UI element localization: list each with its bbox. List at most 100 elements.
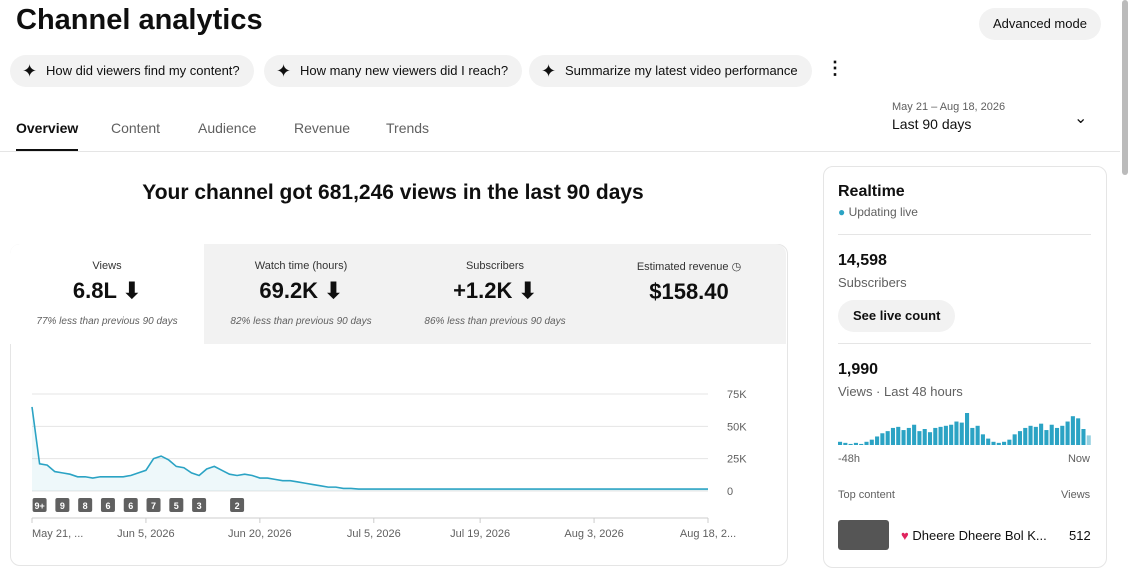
top-item[interactable]: ♥ Dheere Dheere Bol K... (901, 528, 1047, 543)
more-menu[interactable]: ⋮ (826, 58, 844, 78)
bar (912, 424, 917, 445)
bar (933, 427, 938, 445)
bar (959, 422, 964, 445)
bar (991, 441, 996, 445)
bar (927, 432, 933, 445)
thumbnail[interactable] (838, 520, 889, 550)
tab[interactable]: Revenue (294, 120, 351, 136)
bar (1049, 424, 1054, 445)
divider (838, 234, 1091, 235)
metric-card[interactable]: Watch time (hours) 69.2K ⬇ 82% less than p… (204, 244, 398, 344)
metric-card[interactable]: Subscribers +1.2K ⬇ 86% less than previous… (398, 244, 592, 344)
bar (853, 442, 858, 445)
top-content-label: Top content (838, 489, 895, 501)
bar (1076, 418, 1081, 445)
bar (975, 425, 980, 445)
bar (954, 421, 959, 445)
badge-label: 7 (151, 501, 156, 511)
x-tick-label: Jul 5, 2026 (347, 528, 401, 540)
metric-label: Watch time (hours) (254, 260, 348, 272)
realtime-bars: -48h Now (838, 413, 1091, 465)
tab[interactable]: Audience (198, 120, 257, 136)
badge-bg (32, 498, 47, 512)
bar (896, 426, 901, 445)
x-tick-label: Aug 3, 2026 (564, 528, 623, 540)
live-count-button[interactable]: See live count (838, 300, 956, 332)
bar (880, 433, 885, 445)
date-label[interactable]: Last 90 days (892, 116, 972, 132)
badge-bg (100, 498, 115, 512)
bar (838, 441, 843, 445)
annotation-badge: 3 (192, 498, 207, 512)
page-title: Channel analytics (16, 4, 263, 36)
date-range[interactable]: May 21 – Aug 18, 2026 (892, 101, 1006, 113)
metric-label: Subscribers (465, 260, 525, 272)
badge-label: 6 (105, 501, 110, 511)
chip[interactable]: How many new viewers did I reach? (264, 55, 523, 87)
divider (0, 151, 1120, 152)
bar (917, 431, 922, 445)
line (31, 406, 708, 490)
badge-bg (78, 498, 93, 512)
x-tick-label: Jul 19, 2026 (450, 528, 510, 540)
x-tick-label: May 21, ... (32, 528, 83, 540)
annotation-badge: 8 (78, 498, 93, 512)
bar (843, 442, 848, 445)
annotation-badge: 7 (146, 498, 161, 512)
bar (922, 429, 927, 445)
annotation-badge: 9 (55, 498, 70, 512)
page: Channel analytics Advanced mode How did … (0, 0, 1129, 554)
bar (1039, 423, 1044, 445)
bar (864, 441, 869, 445)
views-header: Views (1061, 489, 1091, 501)
headline: Your channel got 681,246 views in the la… (142, 181, 644, 204)
tab[interactable]: Trends (386, 120, 430, 136)
bar (996, 442, 1001, 445)
metric-value: 69.2K (259, 278, 319, 303)
bar (869, 439, 874, 445)
bar (1012, 434, 1017, 445)
badge-label: 3 (197, 501, 202, 511)
bar (1081, 429, 1086, 445)
metric-card[interactable]: Estimated revenue ◷ $158.40 (592, 244, 786, 344)
bar (1028, 425, 1033, 445)
status: ● Updating live (838, 205, 918, 219)
metric-value: 6.8L (72, 278, 117, 303)
badge-label: 2 (235, 501, 240, 511)
badge-label: 6 (128, 501, 133, 511)
bar (890, 427, 896, 445)
metric-label: Estimated revenue (636, 261, 729, 273)
chip[interactable]: Summarize my latest video performance (529, 55, 812, 87)
realtime-title: Realtime (838, 183, 905, 200)
views-count: 1,990 (838, 361, 879, 378)
area (32, 406, 708, 491)
line-chart: 0 25K 50K 75K May 21, ... Jun 5, 2026 Jun 20, … (31, 389, 747, 540)
bar (1065, 421, 1070, 445)
y-tick-label: 75K (727, 389, 747, 401)
bar (986, 438, 991, 445)
bar (1023, 427, 1028, 445)
tab[interactable]: Overview (16, 120, 79, 151)
metric-note: 82% less than previous 90 days (230, 316, 372, 327)
bar (906, 427, 911, 445)
y-tick-label: 25K (727, 454, 747, 466)
bars-start-label: -48h (838, 453, 860, 465)
tab[interactable]: Content (111, 120, 161, 136)
badge-bg (123, 498, 138, 512)
advanced-button[interactable]: Advanced mode (979, 8, 1101, 40)
bar (875, 436, 880, 445)
chip[interactable]: How did viewers find my content? (10, 55, 254, 87)
divider (838, 343, 1091, 344)
metric-label: Views (92, 260, 122, 272)
dropdown-icon[interactable]: ⌄ (1074, 110, 1088, 127)
bar (1054, 427, 1060, 445)
metric-value: $158.40 (649, 279, 729, 304)
metric-note: 86% less than previous 90 days (424, 316, 566, 327)
scrollbar[interactable] (1122, 0, 1128, 175)
bar (1002, 441, 1007, 445)
bar (970, 427, 975, 445)
metric-card[interactable]: Views 6.8L ⬇ 77% less than previous 90 day… (10, 244, 204, 344)
bar (1044, 430, 1049, 445)
bar (965, 413, 970, 445)
badge-bg (230, 498, 245, 512)
